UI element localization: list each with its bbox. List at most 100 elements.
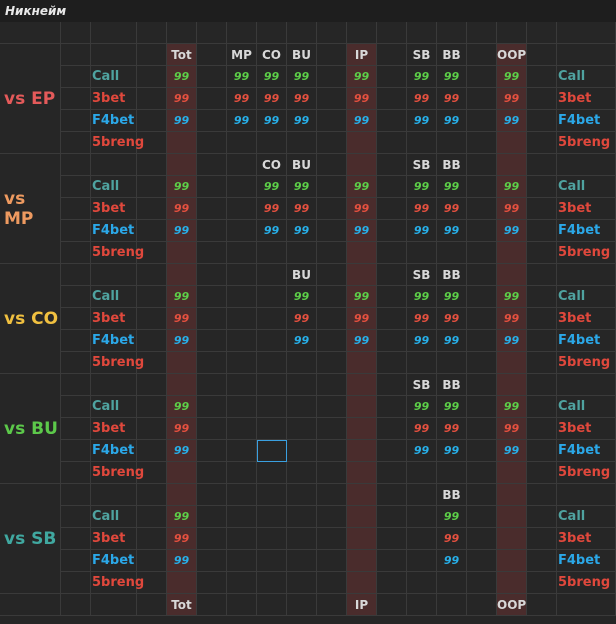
grid-cell[interactable] bbox=[197, 198, 227, 220]
grid-cell[interactable] bbox=[497, 506, 527, 528]
grid-cell[interactable] bbox=[61, 594, 91, 616]
stat-value[interactable]: 99 bbox=[287, 220, 317, 242]
stat-value[interactable]: 99 bbox=[437, 396, 467, 418]
grid-cell[interactable] bbox=[227, 352, 257, 374]
grid-cell[interactable] bbox=[407, 572, 437, 594]
grid-cell[interactable] bbox=[377, 594, 407, 616]
grid-cell[interactable] bbox=[287, 132, 317, 154]
stat-value[interactable]: 99 bbox=[437, 308, 467, 330]
grid-cell[interactable] bbox=[407, 594, 437, 616]
grid-cell[interactable] bbox=[467, 264, 497, 286]
grid-cell[interactable] bbox=[61, 462, 91, 484]
grid-cell[interactable] bbox=[527, 550, 557, 572]
grid-cell[interactable] bbox=[377, 22, 407, 44]
selected-cell[interactable] bbox=[257, 440, 287, 462]
grid-cell[interactable] bbox=[467, 528, 497, 550]
grid-cell[interactable] bbox=[227, 22, 257, 44]
stat-value[interactable]: 99 bbox=[167, 440, 197, 462]
grid-cell[interactable] bbox=[467, 506, 497, 528]
grid-cell[interactable] bbox=[257, 308, 287, 330]
grid-cell[interactable] bbox=[377, 440, 407, 462]
grid-cell[interactable] bbox=[61, 528, 91, 550]
grid-cell[interactable] bbox=[227, 506, 257, 528]
grid-cell[interactable] bbox=[197, 286, 227, 308]
stat-value[interactable]: 99 bbox=[227, 88, 257, 110]
grid-cell[interactable] bbox=[197, 308, 227, 330]
stat-value[interactable]: 99 bbox=[347, 286, 377, 308]
grid-cell[interactable] bbox=[467, 22, 497, 44]
grid-cell[interactable] bbox=[377, 308, 407, 330]
grid-cell[interactable] bbox=[287, 572, 317, 594]
grid-cell[interactable] bbox=[227, 572, 257, 594]
grid-cell[interactable] bbox=[167, 264, 197, 286]
grid-cell[interactable] bbox=[557, 154, 616, 176]
grid-cell[interactable] bbox=[497, 352, 527, 374]
grid-cell[interactable] bbox=[287, 440, 317, 462]
grid-cell[interactable] bbox=[527, 506, 557, 528]
stat-value[interactable]: 99 bbox=[437, 528, 467, 550]
grid-cell[interactable] bbox=[557, 44, 616, 66]
grid-cell[interactable] bbox=[137, 374, 167, 396]
stat-value[interactable]: 99 bbox=[437, 440, 467, 462]
grid-cell[interactable] bbox=[167, 572, 197, 594]
grid-cell[interactable] bbox=[377, 330, 407, 352]
grid-cell[interactable] bbox=[137, 22, 167, 44]
grid-cell[interactable] bbox=[287, 418, 317, 440]
stat-value[interactable]: 99 bbox=[497, 308, 527, 330]
grid-cell[interactable] bbox=[467, 462, 497, 484]
stat-value[interactable]: 99 bbox=[497, 198, 527, 220]
grid-cell[interactable] bbox=[467, 286, 497, 308]
grid-cell[interactable] bbox=[61, 198, 91, 220]
grid-cell[interactable] bbox=[61, 22, 91, 44]
grid-cell[interactable] bbox=[197, 154, 227, 176]
grid-cell[interactable] bbox=[467, 110, 497, 132]
grid-cell[interactable] bbox=[527, 352, 557, 374]
grid-cell[interactable] bbox=[377, 198, 407, 220]
grid-cell[interactable] bbox=[197, 132, 227, 154]
grid-cell[interactable] bbox=[167, 154, 197, 176]
grid-cell[interactable] bbox=[287, 22, 317, 44]
grid-cell[interactable] bbox=[317, 550, 347, 572]
grid-cell[interactable] bbox=[437, 462, 467, 484]
grid-cell[interactable] bbox=[61, 264, 91, 286]
grid-cell[interactable] bbox=[377, 220, 407, 242]
stat-value[interactable]: 99 bbox=[257, 66, 287, 88]
grid-cell[interactable] bbox=[91, 484, 137, 506]
grid-cell[interactable] bbox=[527, 110, 557, 132]
grid-cell[interactable] bbox=[527, 198, 557, 220]
stat-value[interactable]: 99 bbox=[497, 176, 527, 198]
grid-cell[interactable] bbox=[467, 572, 497, 594]
grid-cell[interactable] bbox=[317, 572, 347, 594]
grid-cell[interactable] bbox=[467, 154, 497, 176]
grid-cell[interactable] bbox=[197, 242, 227, 264]
grid-cell[interactable] bbox=[467, 88, 497, 110]
stat-value[interactable]: 99 bbox=[227, 66, 257, 88]
grid-cell[interactable] bbox=[0, 22, 61, 44]
grid-cell[interactable] bbox=[227, 176, 257, 198]
grid-cell[interactable] bbox=[61, 176, 91, 198]
grid-cell[interactable] bbox=[91, 22, 137, 44]
stat-value[interactable]: 99 bbox=[437, 88, 467, 110]
stat-value[interactable]: 99 bbox=[497, 66, 527, 88]
grid-cell[interactable] bbox=[347, 550, 377, 572]
stat-value[interactable]: 99 bbox=[497, 396, 527, 418]
grid-cell[interactable] bbox=[527, 176, 557, 198]
grid-cell[interactable] bbox=[317, 132, 347, 154]
grid-cell[interactable] bbox=[61, 308, 91, 330]
grid-cell[interactable] bbox=[407, 506, 437, 528]
stat-value[interactable]: 99 bbox=[167, 396, 197, 418]
stat-value[interactable]: 99 bbox=[257, 176, 287, 198]
grid-cell[interactable] bbox=[377, 44, 407, 66]
grid-cell[interactable] bbox=[257, 242, 287, 264]
stat-value[interactable]: 99 bbox=[437, 220, 467, 242]
stat-value[interactable]: 99 bbox=[437, 110, 467, 132]
grid-cell[interactable] bbox=[377, 528, 407, 550]
grid-cell[interactable] bbox=[497, 242, 527, 264]
stat-value[interactable]: 99 bbox=[437, 418, 467, 440]
stat-value[interactable]: 99 bbox=[407, 110, 437, 132]
grid-cell[interactable] bbox=[407, 462, 437, 484]
grid-cell[interactable] bbox=[257, 264, 287, 286]
stat-value[interactable]: 99 bbox=[167, 528, 197, 550]
grid-cell[interactable] bbox=[61, 572, 91, 594]
grid-cell[interactable] bbox=[317, 44, 347, 66]
